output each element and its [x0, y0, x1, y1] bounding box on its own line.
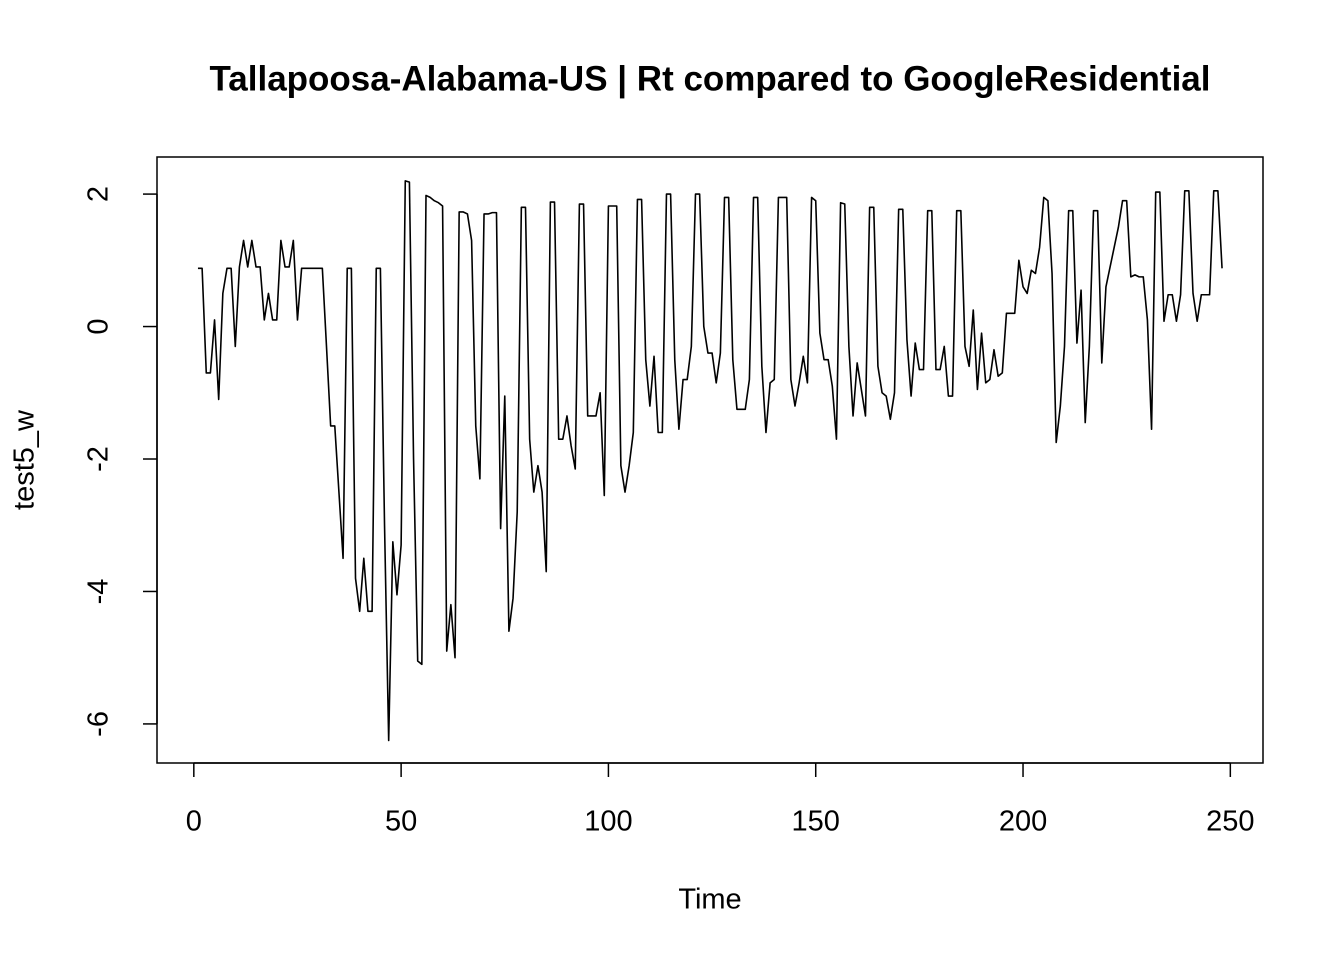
y-tick-label: -6 — [83, 711, 115, 737]
data-line — [197, 180, 1223, 742]
x-tick-label: 200 — [999, 806, 1047, 838]
y-tick-label: -2 — [83, 446, 115, 472]
x-tick-label: 100 — [584, 806, 632, 838]
y-tick-label: 0 — [83, 318, 115, 334]
chart-title: Tallapoosa-Alabama-US | Rt compared to G… — [210, 59, 1211, 98]
x-tick-label: 250 — [1206, 806, 1254, 838]
x-tick-label: 150 — [792, 806, 840, 838]
x-tick-label: 50 — [385, 806, 417, 838]
y-tick-label: 2 — [83, 186, 115, 202]
y-axis-label: test5_w — [9, 409, 41, 510]
x-tick-label: 0 — [186, 806, 202, 838]
x-axis-label: Time — [678, 884, 741, 916]
y-tick-label: -4 — [83, 579, 115, 605]
